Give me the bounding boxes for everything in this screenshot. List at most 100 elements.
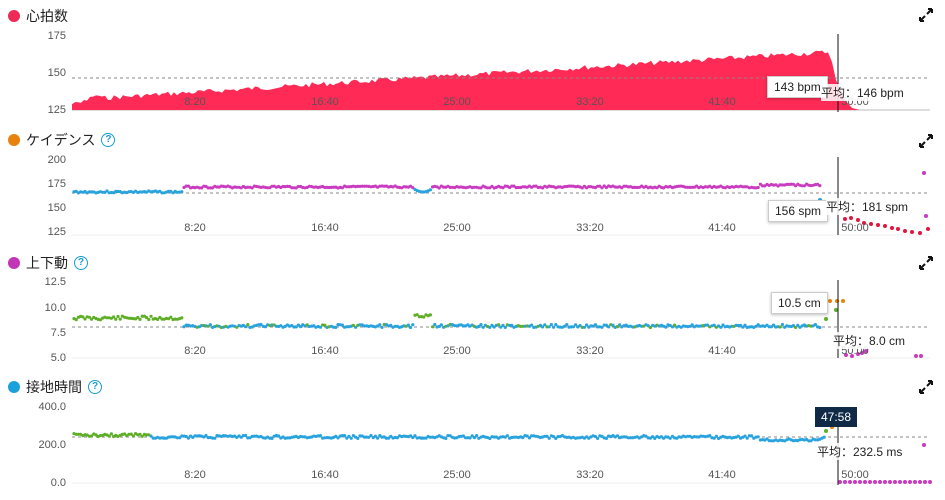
data-point bbox=[593, 434, 598, 439]
data-point bbox=[765, 437, 769, 441]
y-tick-label: 0.0 bbox=[51, 477, 66, 489]
expand-icon[interactable] bbox=[919, 256, 933, 270]
data-point bbox=[653, 436, 657, 440]
data-point bbox=[413, 434, 417, 438]
y-tick-label: 10.0 bbox=[45, 302, 66, 314]
expand-icon[interactable] bbox=[919, 380, 933, 394]
help-icon[interactable]: ? bbox=[88, 380, 102, 394]
data-point bbox=[499, 325, 503, 329]
y-tick-label: 125 bbox=[48, 226, 66, 238]
y-tick-label: 400.0 bbox=[38, 401, 66, 413]
data-point bbox=[94, 433, 98, 437]
data-point bbox=[824, 429, 828, 433]
data-point bbox=[116, 314, 120, 319]
data-point bbox=[294, 325, 298, 329]
heart-rate-panel: 心拍数 175 150 125 8:20 16:40 25:00 33:20 4… bbox=[0, 0, 945, 125]
data-point bbox=[869, 222, 873, 226]
data-point bbox=[898, 480, 902, 484]
vertical-oscillation-chart[interactable]: 12.5 10.0 7.5 5.0 8:20 16:40 25:00 33:20… bbox=[0, 250, 945, 375]
data-point bbox=[475, 434, 479, 438]
data-point bbox=[186, 436, 190, 440]
data-point bbox=[554, 436, 558, 440]
data-point bbox=[158, 315, 162, 320]
x-tick-label: 8:20 bbox=[184, 345, 205, 357]
expand-icon[interactable] bbox=[919, 8, 933, 22]
cadence-legend-dot bbox=[8, 134, 20, 146]
data-point bbox=[890, 226, 894, 230]
x-tick-label: 50:00 bbox=[841, 469, 869, 481]
expand-icon[interactable] bbox=[919, 134, 933, 148]
data-point bbox=[510, 323, 514, 327]
data-point bbox=[670, 434, 675, 438]
data-point bbox=[856, 352, 860, 356]
data-point bbox=[74, 318, 78, 322]
data-point bbox=[648, 325, 653, 330]
data-point bbox=[323, 323, 327, 327]
heart-rate-tooltip: 143 bpm bbox=[767, 76, 828, 98]
data-point bbox=[525, 434, 529, 438]
data-point bbox=[858, 480, 862, 484]
data-point bbox=[813, 323, 818, 327]
gct-chart[interactable]: 400.0 200.0 0.0 8:20 16:40 25:00 33:20 4… bbox=[0, 375, 945, 500]
data-point bbox=[362, 435, 366, 439]
data-point bbox=[138, 190, 142, 194]
data-point bbox=[863, 480, 867, 484]
data-point bbox=[651, 435, 655, 439]
vertical-oscillation-panel: 上下動 ? 12.5 10.0 7.5 5.0 8:20 16:40 25:00… bbox=[0, 250, 945, 375]
help-icon[interactable]: ? bbox=[74, 256, 88, 270]
heart-rate-chart[interactable]: 175 150 125 8:20 16:40 25:00 33:20 41:40… bbox=[0, 0, 945, 125]
data-point bbox=[406, 323, 410, 327]
data-point bbox=[604, 436, 609, 440]
data-point bbox=[547, 436, 551, 440]
data-point bbox=[761, 184, 765, 188]
x-tick-label: 8:20 bbox=[184, 96, 205, 108]
data-point bbox=[461, 324, 465, 328]
gct-average: 平均：232.5 ms bbox=[817, 443, 903, 460]
data-point bbox=[81, 315, 85, 319]
data-point bbox=[380, 325, 384, 329]
x-tick-label: 16:40 bbox=[311, 222, 339, 234]
data-point bbox=[712, 436, 716, 440]
data-point bbox=[362, 184, 366, 188]
data-point bbox=[145, 316, 149, 320]
data-point bbox=[409, 325, 413, 330]
x-tick-label: 25:00 bbox=[443, 96, 471, 108]
cadence-average: 平均：181 spm bbox=[826, 198, 909, 215]
data-point bbox=[644, 434, 648, 438]
data-point bbox=[743, 323, 747, 327]
data-point bbox=[351, 323, 355, 327]
data-point bbox=[928, 480, 932, 484]
data-point bbox=[926, 227, 930, 231]
data-point bbox=[714, 434, 719, 438]
vertical-title-row: 上下動 ? bbox=[8, 253, 88, 273]
cadence-series bbox=[72, 171, 930, 235]
data-point bbox=[508, 323, 512, 327]
data-point bbox=[376, 436, 380, 440]
data-point bbox=[596, 436, 600, 440]
data-point bbox=[607, 325, 611, 329]
help-icon[interactable]: ? bbox=[101, 133, 116, 147]
vertical-tooltip: 10.5 cm bbox=[771, 292, 828, 314]
data-point bbox=[585, 323, 589, 327]
data-point bbox=[719, 325, 723, 329]
data-point bbox=[769, 439, 774, 443]
data-point bbox=[923, 480, 927, 484]
data-point bbox=[477, 324, 481, 329]
data-point bbox=[538, 323, 543, 327]
y-tick-label: 200.0 bbox=[38, 439, 66, 451]
data-point bbox=[629, 436, 633, 440]
data-point bbox=[541, 186, 545, 190]
data-point bbox=[239, 435, 243, 439]
data-point bbox=[263, 325, 267, 329]
data-point bbox=[448, 434, 452, 438]
data-point bbox=[138, 432, 142, 436]
data-point bbox=[180, 190, 184, 194]
data-point bbox=[501, 323, 505, 327]
data-point bbox=[488, 436, 492, 441]
data-point bbox=[908, 480, 912, 484]
data-point bbox=[340, 323, 344, 327]
data-point bbox=[409, 434, 413, 438]
heart-rate-legend-dot bbox=[8, 10, 20, 22]
cadence-chart[interactable]: 200 175 150 125 8:20 16:40 25:00 33:20 4… bbox=[0, 125, 945, 250]
data-point bbox=[149, 314, 153, 318]
